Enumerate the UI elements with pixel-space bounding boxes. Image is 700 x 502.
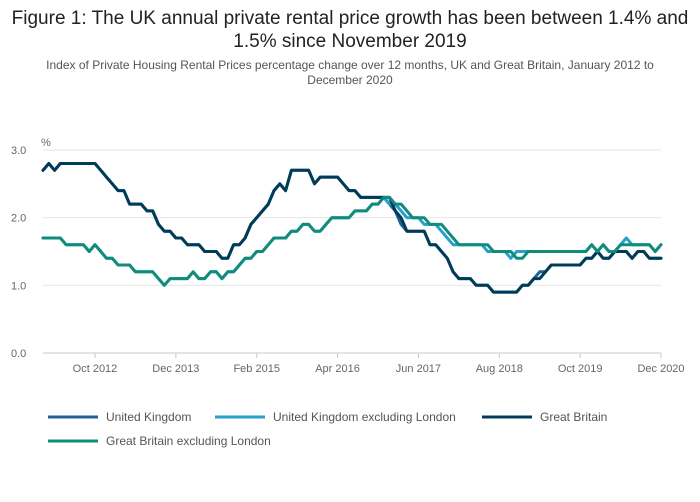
x-tick-label: Oct 2012 [73,363,118,375]
legend-label: United Kingdom [106,410,191,424]
legend-item: United Kingdom [48,410,191,424]
series-line-4 [41,195,663,287]
x-tick-label: Feb 2015 [233,363,279,375]
legend: United Kingdom United Kingdom excluding L… [48,410,607,448]
gridlines [43,149,661,354]
axes: % 0.0 1.0 2.0 3.0 Oct 2012 Dec 2013 Feb 2015 Ap… [11,137,685,375]
chart-subtitle: Index of Private Housing Rental Prices p… [46,58,654,87]
series-lines [41,162,663,294]
legend-label: Great Britain excluding London [106,434,271,448]
legend-item: Great Britain excluding London [48,434,271,448]
chart-title: Figure 1: The UK annual private rental p… [11,8,689,52]
x-tick-label: Aug 2018 [476,363,523,375]
y-axis-unit-label: % [41,137,51,149]
y-tick-label: 2.0 [11,213,26,225]
x-tick-label: Oct 2019 [558,363,603,375]
x-tick-label: Jun 2017 [396,363,441,375]
y-tick-label: 1.0 [11,280,26,292]
legend-item: Great Britain [482,410,607,424]
y-tick-label: 3.0 [11,145,26,157]
x-tick-label: Apr 2016 [315,363,360,375]
x-tick-label: Dec 2020 [637,363,684,375]
legend-item: United Kingdom excluding London [215,410,456,424]
x-tick-label: Dec 2013 [152,363,199,375]
series-line-3 [41,162,663,294]
legend-label: Great Britain [540,410,607,424]
legend-label: United Kingdom excluding London [273,410,456,424]
y-tick-label: 0.0 [11,348,26,360]
